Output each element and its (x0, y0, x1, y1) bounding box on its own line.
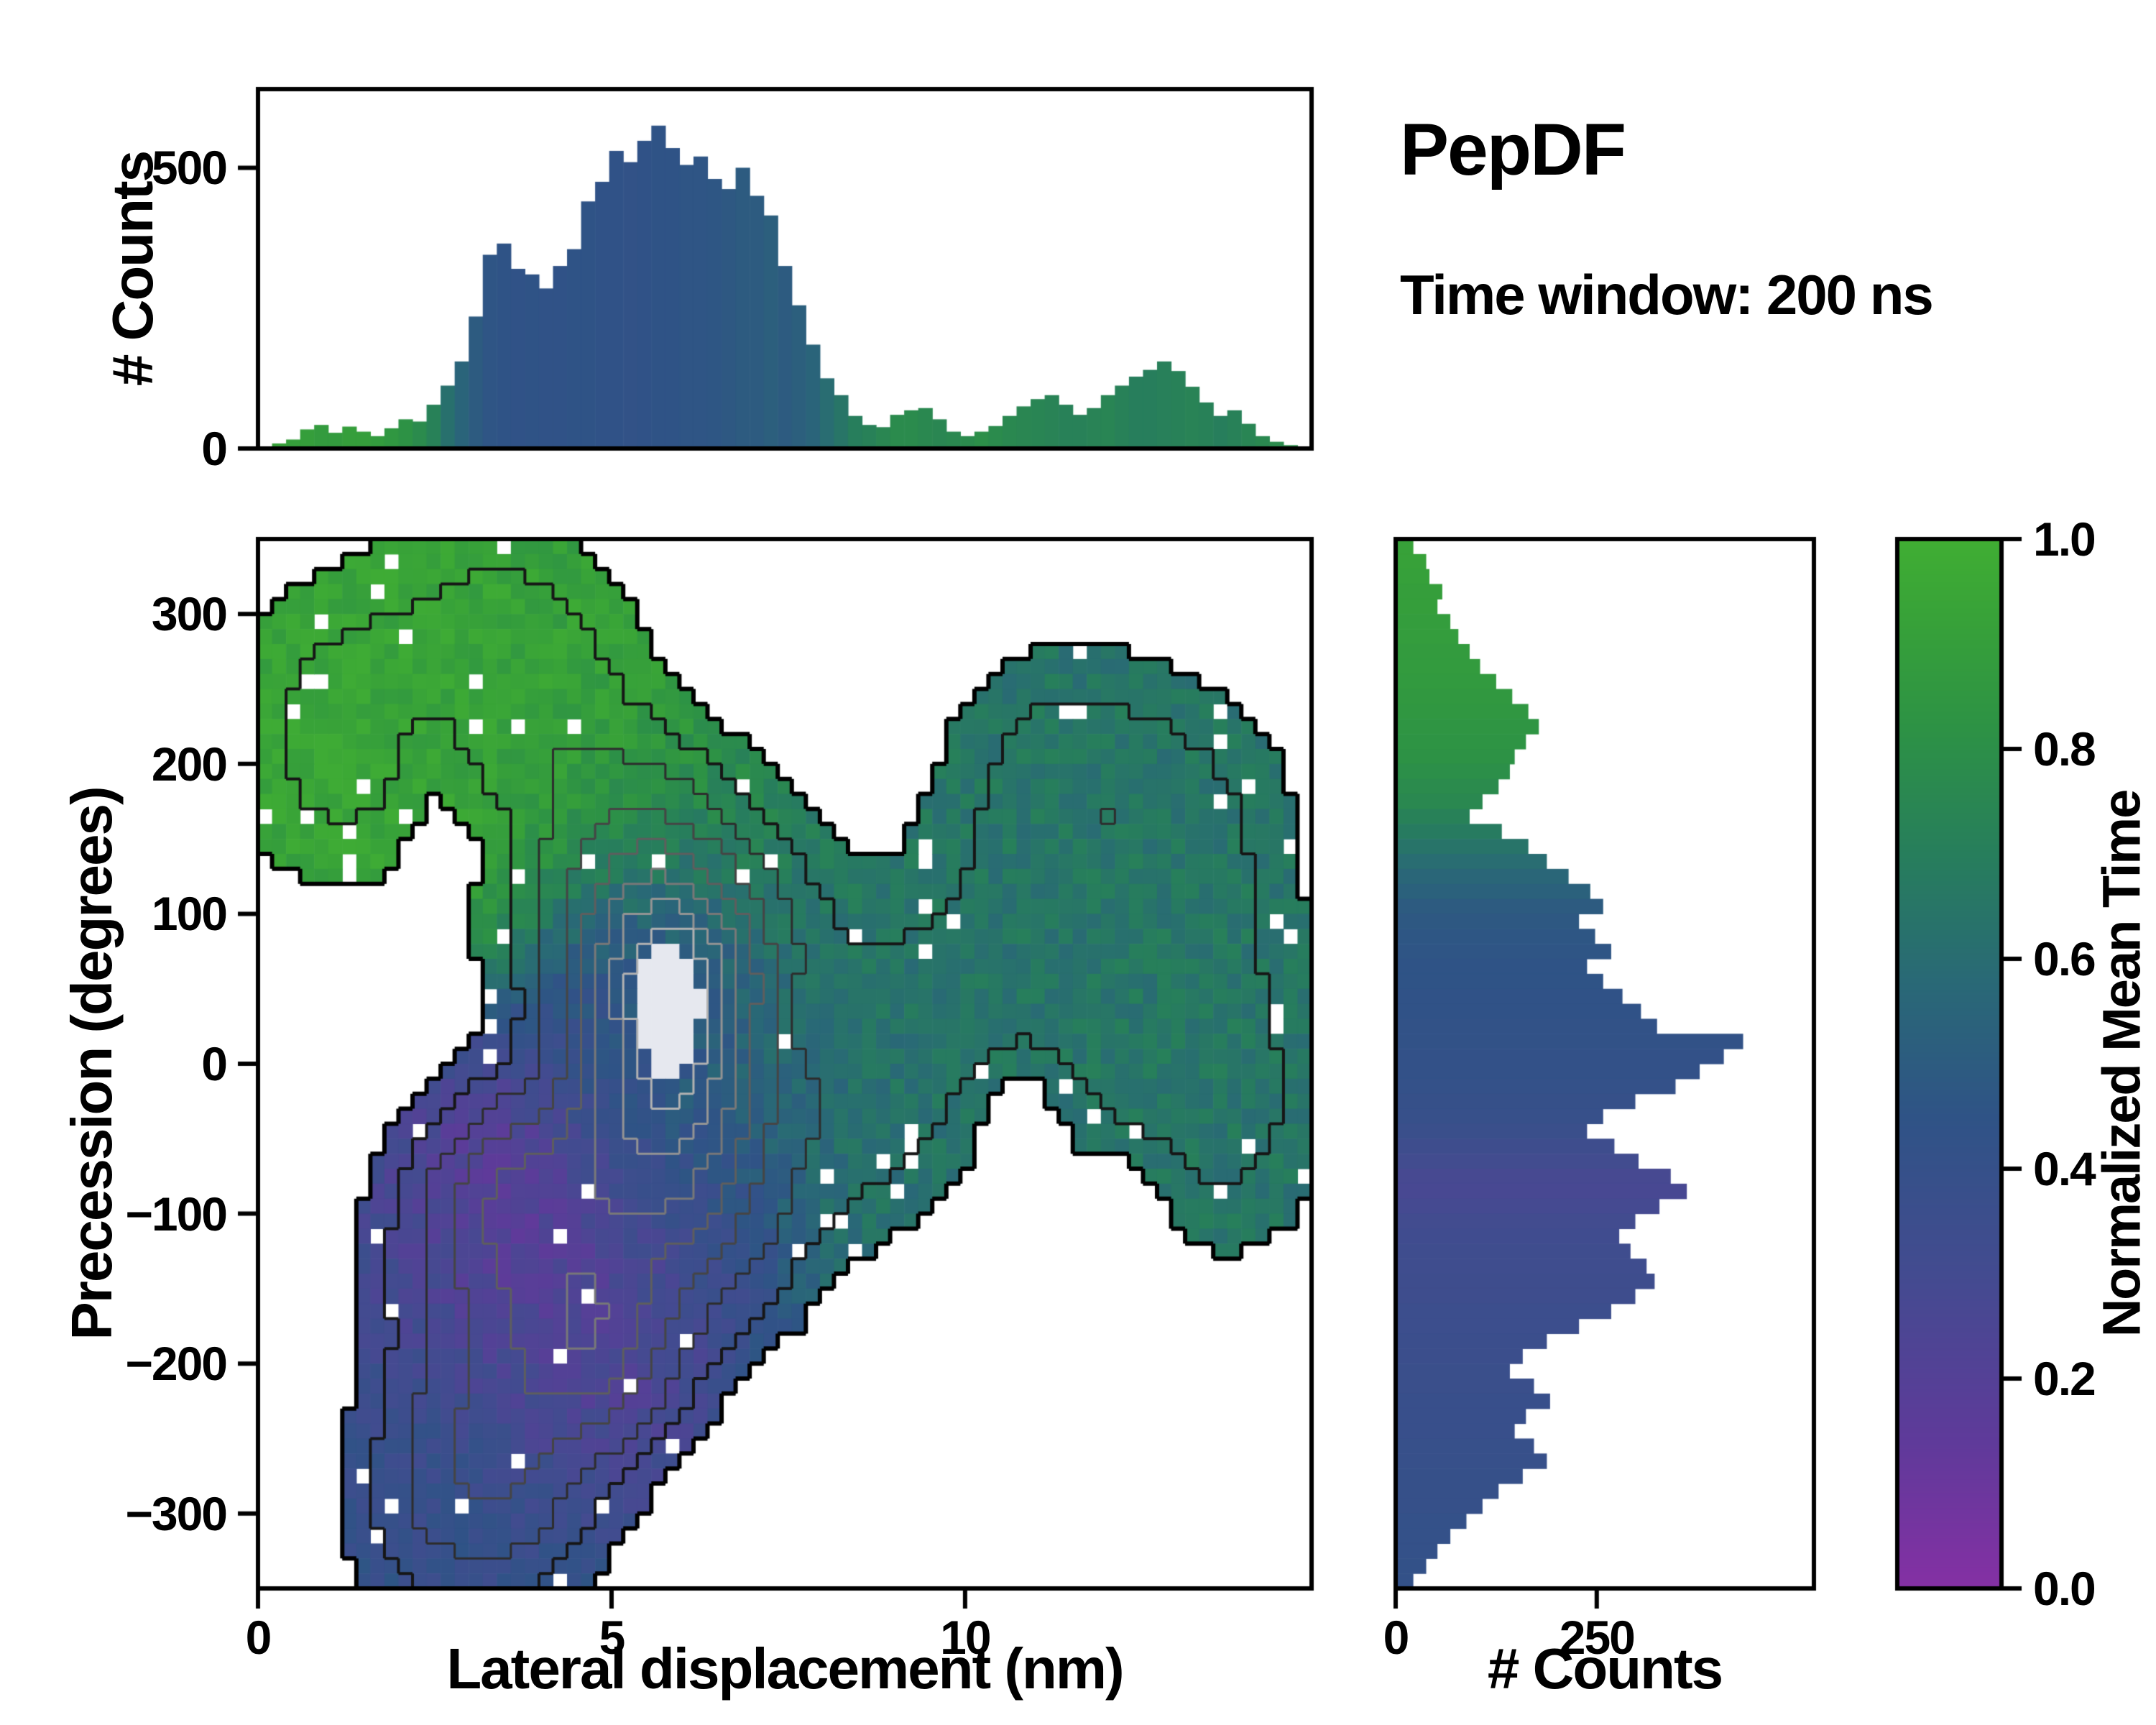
plot-canvas (0, 0, 2156, 1725)
figure: PepDF Time window: 200 ns # Counts Prece… (0, 0, 2156, 1725)
